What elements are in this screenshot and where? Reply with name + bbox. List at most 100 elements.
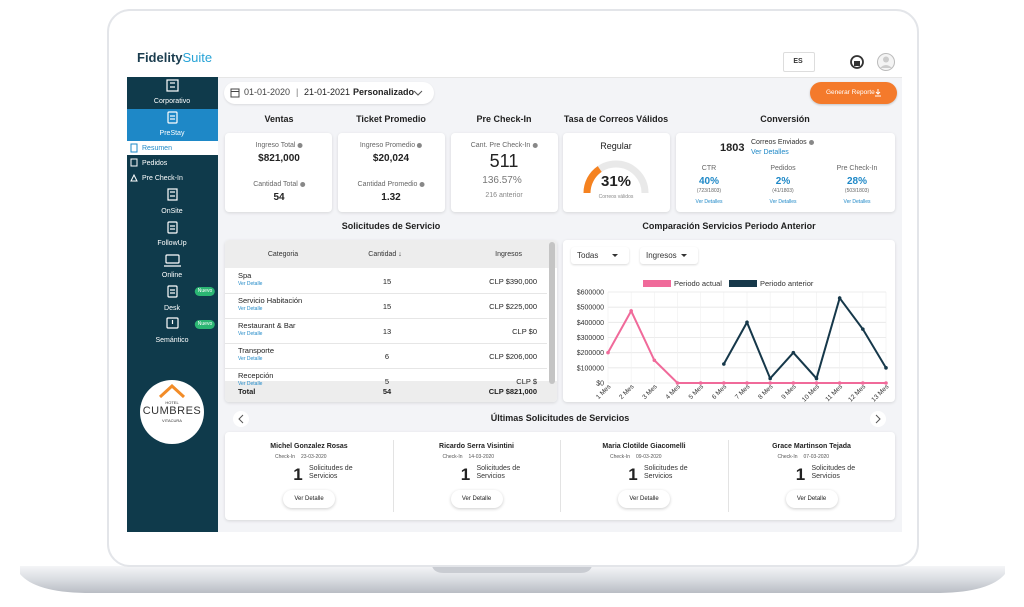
filter-dropdown[interactable] — [571, 247, 629, 264]
request-count: 1 — [293, 465, 303, 484]
sidebar-item[interactable]: Desk — [164, 305, 180, 312]
sidebar-item[interactable]: PreStay — [159, 130, 185, 137]
metric-link[interactable]: Ver Detalles — [695, 199, 723, 205]
data-point — [861, 327, 865, 331]
sidebar-item[interactable]: Online — [161, 272, 183, 279]
kpi-value: 511 — [489, 151, 519, 171]
x-tick-label: 9 Mes — [780, 383, 798, 401]
kpi-title: Tasa de Correos Válidos — [563, 114, 669, 124]
x-tick-label: 4 Mes — [664, 383, 682, 401]
data-point — [722, 362, 726, 366]
x-tick-label: 3 Mes — [641, 383, 659, 401]
data-point — [652, 358, 657, 363]
data-point — [861, 381, 865, 385]
legend-label: Periodo anterior — [760, 279, 814, 288]
detail-link[interactable]: Ver Detalle — [238, 281, 263, 287]
detail-link[interactable]: Ver Detalle — [238, 381, 263, 387]
date-separator: | — [296, 87, 299, 97]
y-tick-label: $400000 — [577, 320, 604, 327]
detail-link[interactable]: Ver Detalle — [238, 331, 263, 337]
count: 15 — [382, 277, 392, 286]
x-tick-label: 7 Mes — [734, 383, 752, 401]
sidebar-subitem[interactable]: Pre Check-In — [142, 175, 183, 182]
top-bar — [127, 43, 902, 78]
sidebar-item[interactable]: OnSite — [161, 208, 183, 215]
data-point — [884, 366, 888, 370]
category: Transporte — [238, 346, 274, 355]
sidebar-item[interactable]: FollowUp — [157, 240, 187, 247]
income: CLP $0 — [512, 327, 537, 336]
kpi-label: Cantidad Promedio — [358, 181, 425, 188]
total-income: CLP $821,000 — [488, 387, 537, 396]
detail-button-label: Ver Detalle — [629, 496, 659, 502]
checkin-label: Check-In — [609, 454, 630, 460]
report-button-label: Generar Reporte — [826, 89, 875, 96]
carousel-arrows[interactable] — [230, 410, 890, 430]
income: CLP $206,000 — [489, 352, 537, 361]
detail-button[interactable] — [283, 490, 335, 508]
sidebar-item[interactable]: Corporativo — [153, 98, 191, 105]
data-point — [745, 320, 749, 325]
report-button[interactable] — [810, 82, 897, 104]
hotel-logo-mark — [158, 384, 186, 398]
calendar-icon — [230, 88, 240, 98]
data-point — [745, 381, 749, 385]
kpi-label: Cantidad Total — [253, 181, 305, 188]
scrollbar[interactable] — [549, 242, 555, 384]
sidebar-subitem[interactable]: Resumen — [142, 145, 172, 152]
language-button[interactable] — [783, 52, 815, 72]
hotel-name: CUMBRES — [142, 405, 202, 417]
total-count: 54 — [382, 387, 392, 396]
logo-bold: Fidelity — [137, 50, 183, 65]
detail-link[interactable]: Ver Detalle — [238, 356, 263, 362]
card-divider — [560, 440, 561, 512]
date-range-picker[interactable] — [224, 82, 434, 104]
detail-button-label: Ver Detalle — [461, 496, 492, 502]
detail-button[interactable] — [450, 490, 503, 508]
metric-value: 28% — [846, 176, 868, 187]
hotel-logo — [140, 380, 204, 444]
table-row-divider — [225, 343, 547, 344]
detail-link[interactable]: Ver Detalle — [238, 306, 263, 312]
sent-link[interactable]: Ver Detalles — [751, 149, 789, 156]
guest-name: Michel Gonzalez Rosas — [270, 443, 348, 450]
checkin-label: Check-In — [777, 454, 798, 460]
kpi-label: Ingreso Promedio — [360, 142, 423, 149]
kpi-label-text: Cant. Pre Check-In — [470, 142, 531, 149]
data-point — [722, 381, 726, 385]
guest-name: Maria Clotilde Giacomelli — [602, 443, 686, 450]
kpi-value: $20,024 — [372, 153, 410, 164]
header-icons[interactable] — [846, 52, 896, 72]
table-row-divider — [225, 293, 547, 294]
kpi-title: Conversión — [760, 114, 810, 124]
count: 5 — [384, 377, 390, 386]
kpi-label: Cant. Pre Check-In — [471, 142, 538, 149]
dropdown-caret — [413, 90, 423, 96]
gauge-value: 31% — [600, 173, 632, 190]
kpi-card — [676, 133, 895, 212]
filter-dropdown[interactable] — [640, 247, 698, 264]
count: 13 — [382, 327, 392, 336]
detail-button[interactable] — [785, 490, 838, 508]
category: Servicio Habitación — [238, 296, 303, 305]
sidebar-subitem[interactable]: Pedidos — [142, 160, 168, 167]
metric-link[interactable]: Ver Detalles — [843, 199, 871, 205]
date-range-type: Personalizado — [353, 87, 415, 97]
request-count: 1 — [460, 465, 471, 484]
data-point — [837, 296, 842, 300]
detail-button-label: Ver Detalle — [294, 496, 324, 502]
card-divider — [727, 440, 729, 512]
metric-link[interactable]: Ver Detalles — [769, 199, 797, 205]
series-line — [722, 295, 887, 381]
kpi-card — [563, 133, 670, 212]
sidebar-item[interactable]: Semántico — [155, 337, 189, 344]
category: Restaurant & Bar — [238, 321, 296, 330]
kpi-value: 1.32 — [381, 192, 401, 203]
data-point — [606, 350, 610, 355]
data-point — [884, 381, 888, 385]
detail-button-label: Ver Detalle — [796, 496, 827, 502]
x-tick-label: 5 Mes — [688, 383, 706, 401]
detail-button[interactable] — [618, 490, 670, 508]
